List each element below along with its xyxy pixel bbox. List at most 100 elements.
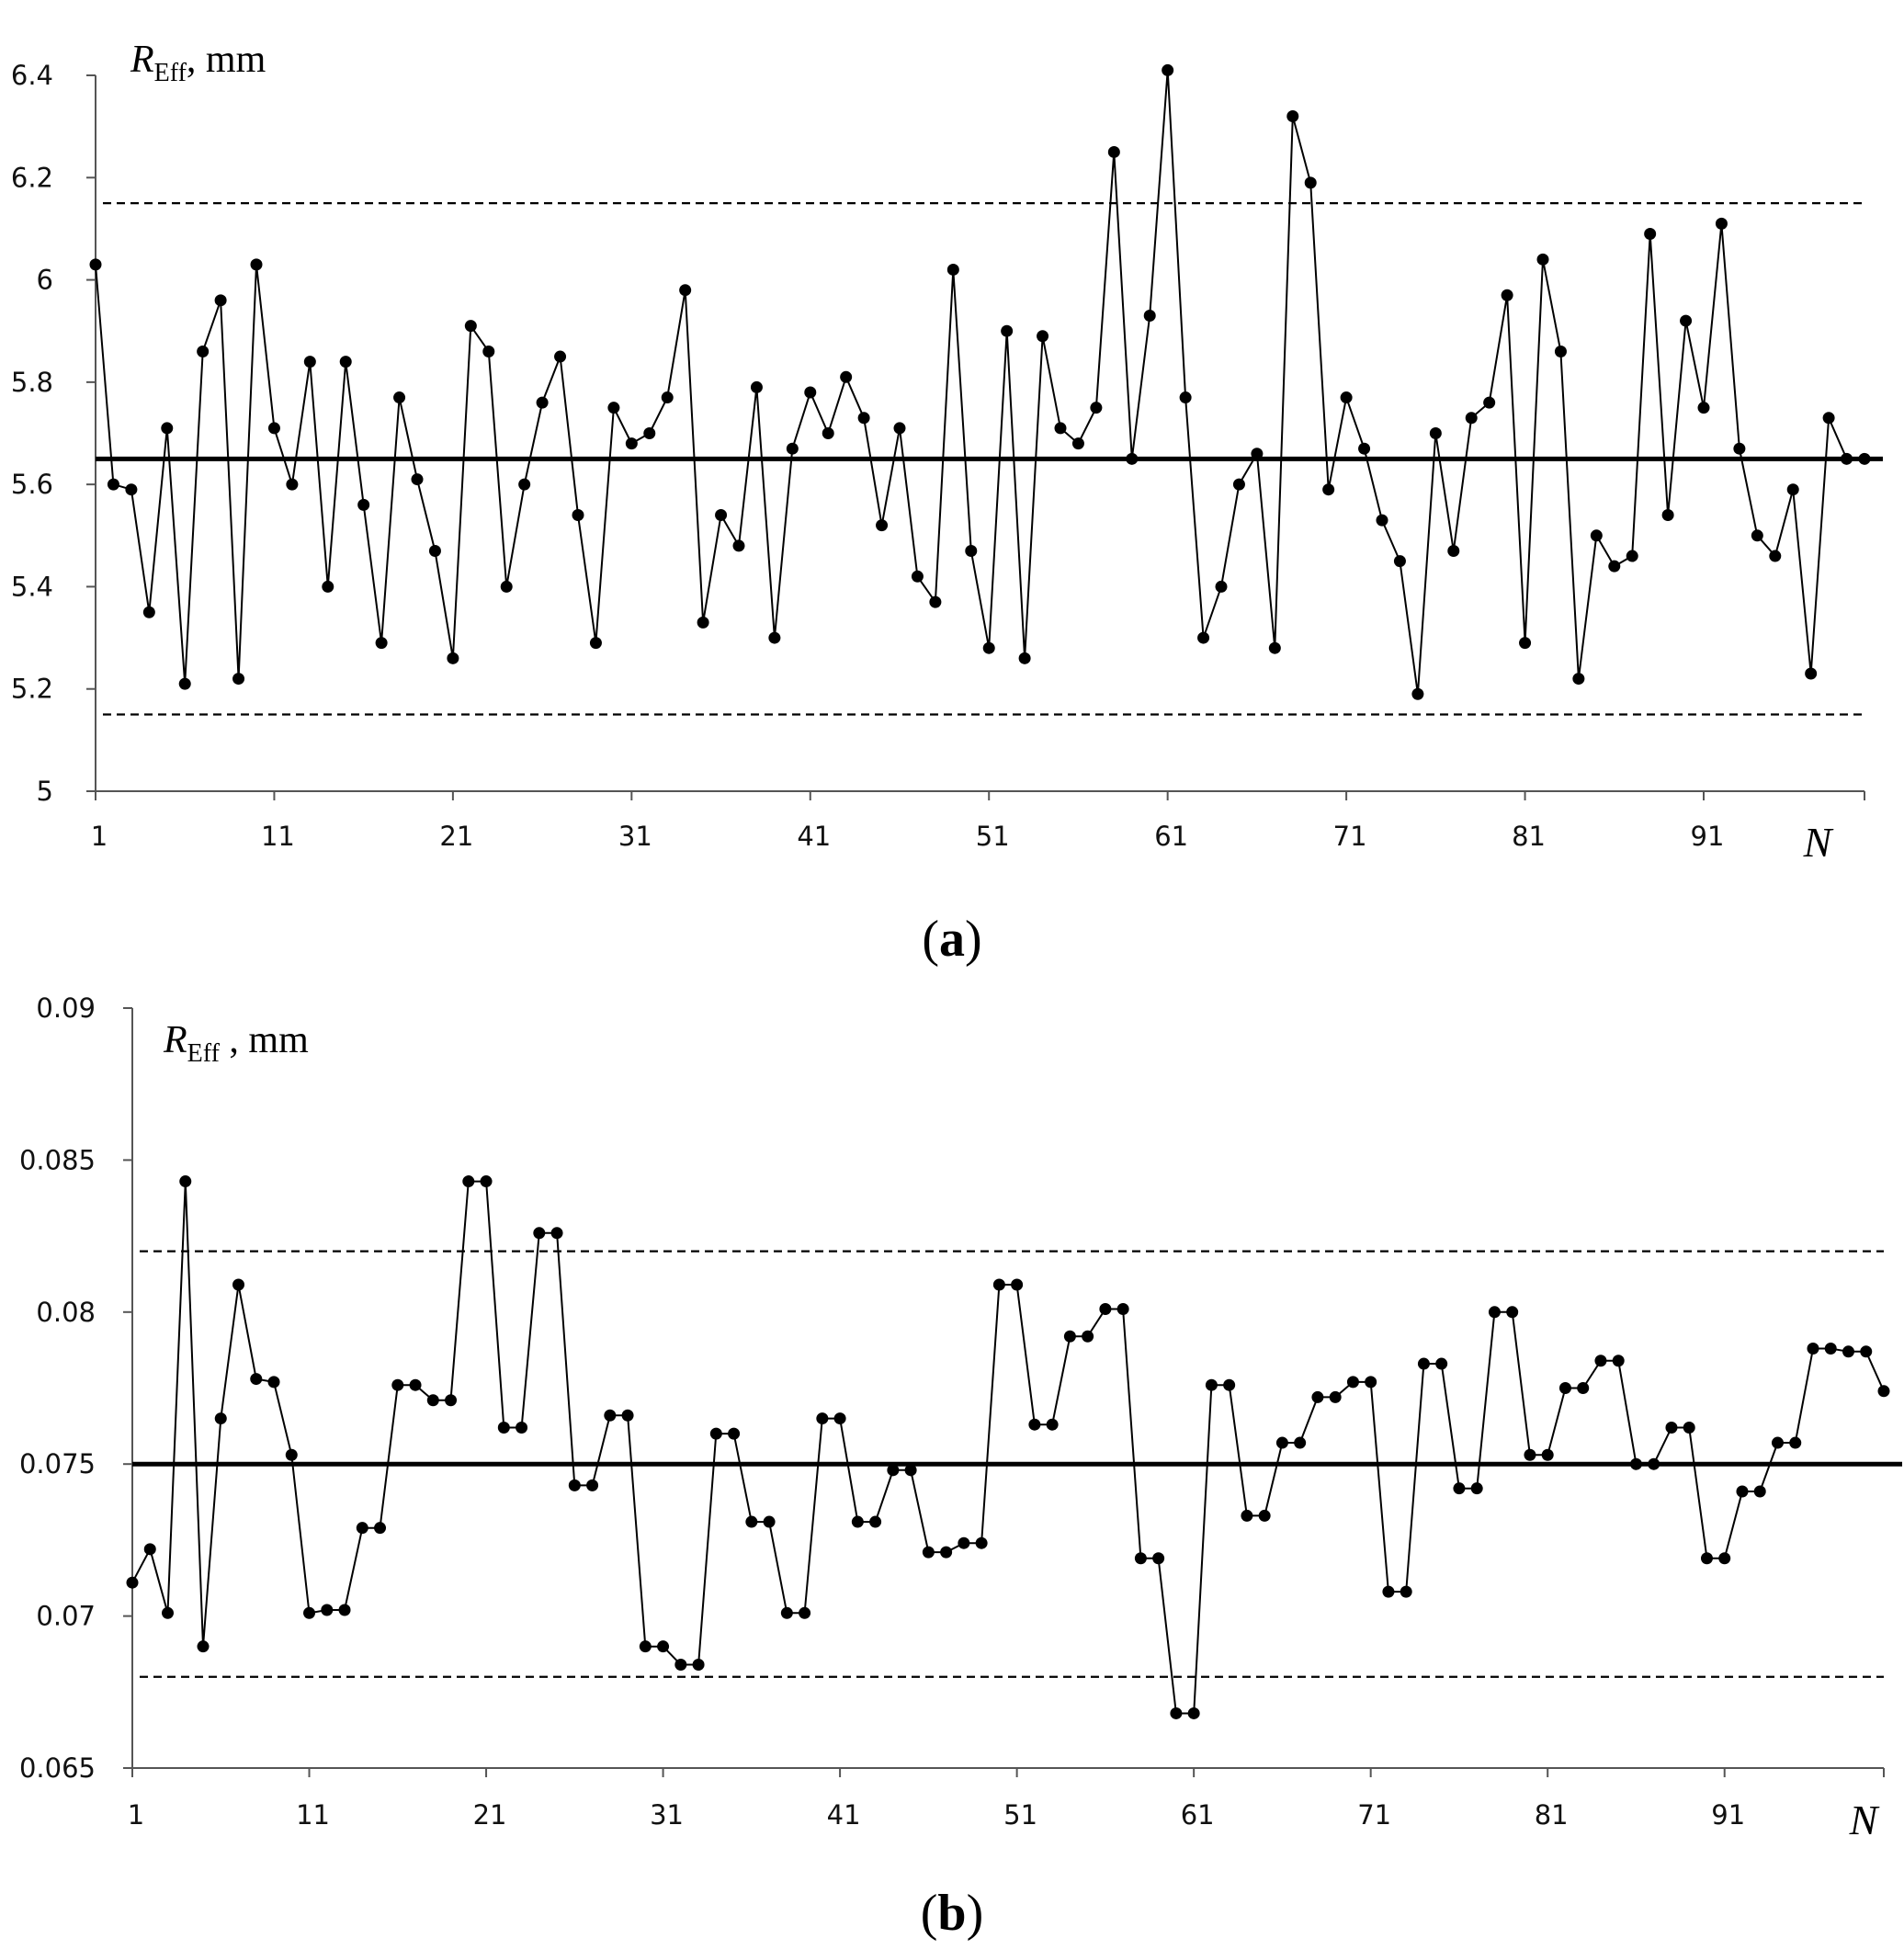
- data-point: [214, 1412, 227, 1425]
- data-point: [851, 1515, 864, 1528]
- data-point: [1558, 1382, 1571, 1394]
- x-tick-label: 61: [1154, 821, 1188, 852]
- data-point: [1519, 637, 1532, 650]
- data-point: [1612, 1355, 1625, 1367]
- x-tick-label: 31: [650, 1799, 684, 1831]
- data-point: [516, 1422, 528, 1434]
- y-tick-label: 6.2: [11, 162, 53, 193]
- x-tick-label: 91: [1711, 1799, 1745, 1831]
- data-point: [1400, 1585, 1412, 1598]
- y-axis-label: REff, mm: [130, 39, 266, 87]
- data-point: [965, 544, 978, 557]
- panel-paren-close: ): [967, 1885, 984, 1942]
- data-point: [1358, 442, 1371, 455]
- data-point: [786, 442, 799, 455]
- data-point: [250, 1373, 263, 1386]
- data-point: [586, 1479, 599, 1491]
- data-point: [1037, 330, 1049, 343]
- data-point: [1232, 478, 1245, 491]
- data-point: [715, 509, 728, 522]
- data-point: [1152, 1552, 1165, 1565]
- data-point: [568, 1479, 581, 1491]
- data-point: [321, 1604, 334, 1616]
- data-point: [550, 1227, 563, 1240]
- data-point: [1683, 1422, 1695, 1434]
- data-point: [922, 1546, 935, 1559]
- data-point: [143, 1543, 156, 1556]
- data-point: [929, 595, 942, 608]
- data-point: [1134, 1552, 1147, 1565]
- data-point: [1697, 402, 1710, 414]
- data-point: [445, 1394, 458, 1407]
- data-point: [1736, 1485, 1749, 1498]
- data-point: [621, 1409, 634, 1422]
- data-point: [893, 422, 906, 435]
- data-point: [604, 1409, 617, 1422]
- data-point: [1187, 1706, 1200, 1719]
- data-point: [1304, 176, 1317, 189]
- data-point: [1644, 227, 1657, 240]
- y-tick-label: 0.08: [36, 1297, 96, 1328]
- data-point: [462, 1175, 475, 1188]
- data-point: [1577, 1382, 1590, 1394]
- data-point: [1205, 1378, 1218, 1391]
- data-point: [89, 258, 102, 271]
- data-point: [1286, 110, 1299, 123]
- x-tick-label: 21: [439, 821, 473, 852]
- data-point: [1501, 289, 1513, 301]
- data-point: [1608, 560, 1621, 573]
- data-point: [179, 1175, 192, 1188]
- x-tick-label: 81: [1512, 821, 1546, 852]
- data-point: [816, 1412, 829, 1425]
- series-line: [131, 1180, 1885, 1715]
- data-point: [357, 498, 370, 511]
- y-label-subscript: Eff: [187, 1039, 221, 1068]
- data-point: [286, 478, 299, 491]
- data-point: [1807, 1342, 1819, 1355]
- y-tick-label: 5: [37, 776, 53, 807]
- x-tick-label: 61: [1181, 1799, 1215, 1831]
- data-point: [1382, 1585, 1395, 1598]
- data-point: [1126, 452, 1139, 465]
- data-point: [1536, 253, 1549, 266]
- data-point: [1858, 452, 1871, 465]
- data-point: [1082, 1330, 1094, 1343]
- panel-paren-open: (: [921, 1885, 938, 1942]
- data-point: [1842, 1345, 1854, 1358]
- series-line: [95, 70, 1864, 695]
- x-tick-label: 41: [827, 1799, 861, 1831]
- data-point: [1215, 580, 1228, 593]
- data-point: [1071, 437, 1084, 450]
- data-point: [1572, 673, 1585, 686]
- data-point: [625, 437, 638, 450]
- data-point: [480, 1175, 493, 1188]
- data-point: [1824, 1342, 1837, 1355]
- data-point: [1483, 396, 1496, 409]
- panel-paren-close: ): [965, 911, 982, 968]
- data-point: [1241, 1509, 1253, 1522]
- panel-letter: b: [937, 1885, 966, 1942]
- data-point: [339, 356, 352, 368]
- data-point: [1340, 391, 1353, 404]
- data-point: [799, 1606, 811, 1619]
- y-tick-label: 5.6: [11, 469, 53, 500]
- data-point: [1417, 1357, 1430, 1370]
- data-point: [1054, 422, 1067, 435]
- data-point: [533, 1227, 546, 1240]
- data-point: [303, 1606, 316, 1619]
- data-point: [1429, 427, 1442, 439]
- data-point: [303, 356, 316, 368]
- data-point: [1063, 1330, 1076, 1343]
- data-point: [178, 677, 191, 690]
- data-point: [639, 1640, 652, 1653]
- data-point: [1170, 1706, 1183, 1719]
- y-label-symbol: R: [163, 1019, 187, 1061]
- data-point: [536, 396, 549, 409]
- data-point: [768, 631, 781, 644]
- data-point: [940, 1546, 953, 1559]
- data-point: [946, 263, 959, 276]
- data-point: [1751, 529, 1763, 542]
- data-point: [1116, 1302, 1129, 1315]
- data-point: [1626, 550, 1638, 562]
- data-point: [1786, 483, 1799, 496]
